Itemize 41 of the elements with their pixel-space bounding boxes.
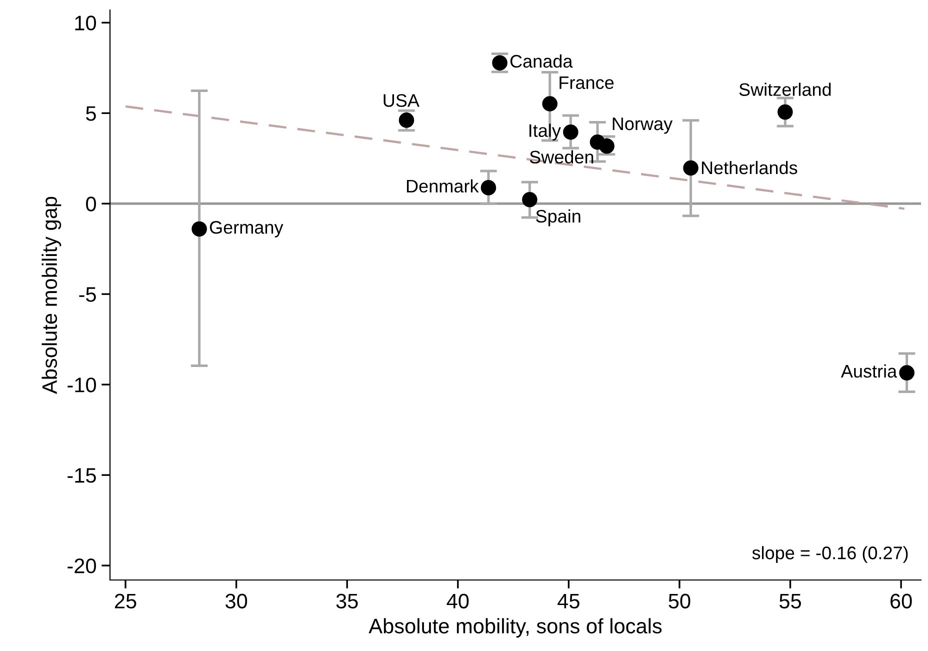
point [192,221,207,237]
point [480,180,496,196]
annotation: Germany [210,221,284,238]
x-tick-label: 30 [226,594,248,608]
x-tick-label: 60 [890,594,912,608]
y-tick-label: 5 [86,106,96,121]
point [492,55,508,70]
point [542,96,558,112]
y-tick-label: 0 [86,196,96,212]
x-tick-label: 45 [558,594,580,608]
y-tick-label: -20 [68,558,96,574]
point [683,160,698,176]
annotation: Sweden [530,150,594,164]
annotation: Austria [840,364,898,378]
annotation: Norway [612,118,673,134]
y-tick-label: -15 [68,468,96,483]
annotation: France [560,76,614,90]
point [778,104,793,120]
x-axis-title: Absolute mobility, sons of locals [368,618,662,638]
annotation: Switzerland [739,82,831,96]
annotation: Denmark [406,179,479,193]
annotation: slope = -0.16 (0.27) [752,546,908,563]
point [599,138,614,154]
x-tick-label: 50 [668,594,690,608]
point [522,192,538,208]
y-tick-label: -5 [79,287,96,302]
y-tick-label: 10 [75,16,96,30]
y-axis-title: Absolute mobility gap [42,196,62,394]
x-tick-label: 25 [114,594,136,608]
annotation: Spain [536,209,580,226]
annotation: Italy [530,124,561,141]
point [563,124,578,140]
x-tick-label: 35 [336,594,358,608]
annotation: Canada [510,54,573,68]
point [398,112,414,128]
annotation: USA [384,94,420,107]
point [899,365,914,380]
x-tick-label: 40 [446,594,469,608]
annotation: Netherlands [702,160,798,174]
x-tick-label: 55 [780,594,801,608]
y-tick-label: -10 [68,378,96,392]
